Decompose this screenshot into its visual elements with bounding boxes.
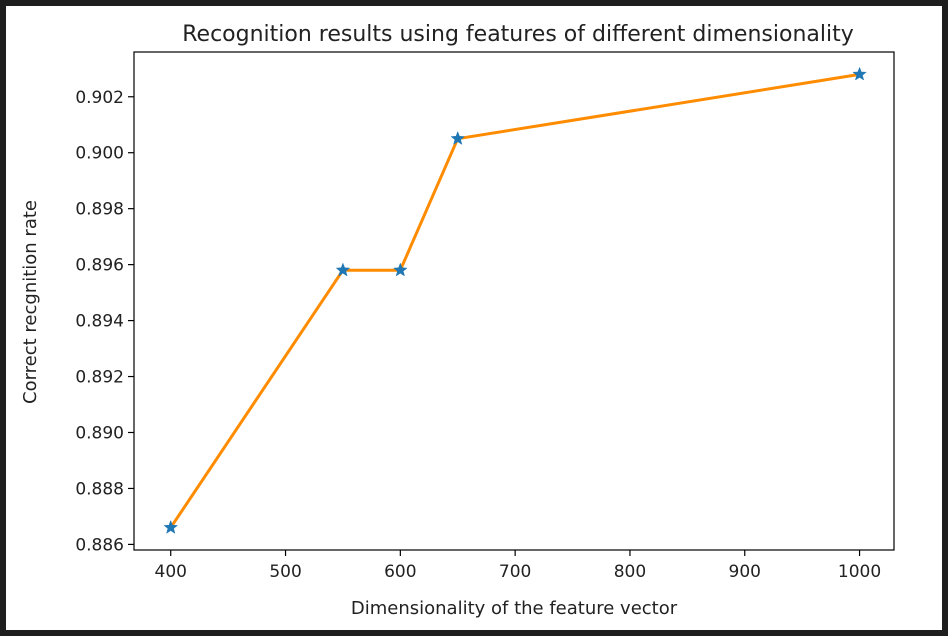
y-axis: 0.886 0.888 0.890 0.892 0.894 0.896 0.898 0.900… bbox=[75, 88, 134, 555]
x-axis: 400 500 600 700 800 900 1000 bbox=[155, 550, 881, 582]
y-tick-label: 0.894 bbox=[75, 312, 124, 332]
data-point-star bbox=[335, 262, 351, 277]
x-tick-label: 700 bbox=[499, 562, 531, 582]
x-axis-label: Dimensionality of the feature vector bbox=[351, 598, 678, 619]
x-tick-label: 400 bbox=[155, 562, 187, 582]
y-tick-label: 0.898 bbox=[75, 200, 124, 220]
x-tick-label: 1000 bbox=[838, 562, 881, 582]
y-tick-label: 0.890 bbox=[75, 423, 124, 443]
y-tick-label: 0.900 bbox=[75, 144, 124, 164]
x-tick-label: 800 bbox=[614, 562, 646, 582]
y-tick-label: 0.886 bbox=[75, 535, 124, 555]
line-chart: Recognition results using features of di… bbox=[20, 22, 895, 619]
series-line bbox=[169, 72, 860, 529]
x-tick-label: 600 bbox=[384, 562, 416, 582]
y-tick-label: 0.902 bbox=[75, 88, 124, 108]
y-axis-label: Correct recgnition rate bbox=[20, 200, 41, 404]
data-point-star bbox=[393, 262, 408, 277]
chart-card: Recognition results using features of di… bbox=[6, 6, 942, 630]
series-layer bbox=[163, 66, 867, 534]
chart-title: Recognition results using features of di… bbox=[182, 22, 853, 47]
data-point-star bbox=[163, 519, 179, 534]
y-tick-label: 0.892 bbox=[75, 368, 124, 388]
data-point-star bbox=[852, 66, 867, 81]
plot-frame bbox=[133, 51, 895, 551]
y-tick-label: 0.888 bbox=[75, 479, 124, 499]
x-tick-label: 900 bbox=[729, 562, 761, 582]
data-point-star bbox=[450, 130, 466, 145]
y-tick-label: 0.896 bbox=[75, 256, 124, 276]
x-tick-label: 500 bbox=[269, 562, 301, 582]
